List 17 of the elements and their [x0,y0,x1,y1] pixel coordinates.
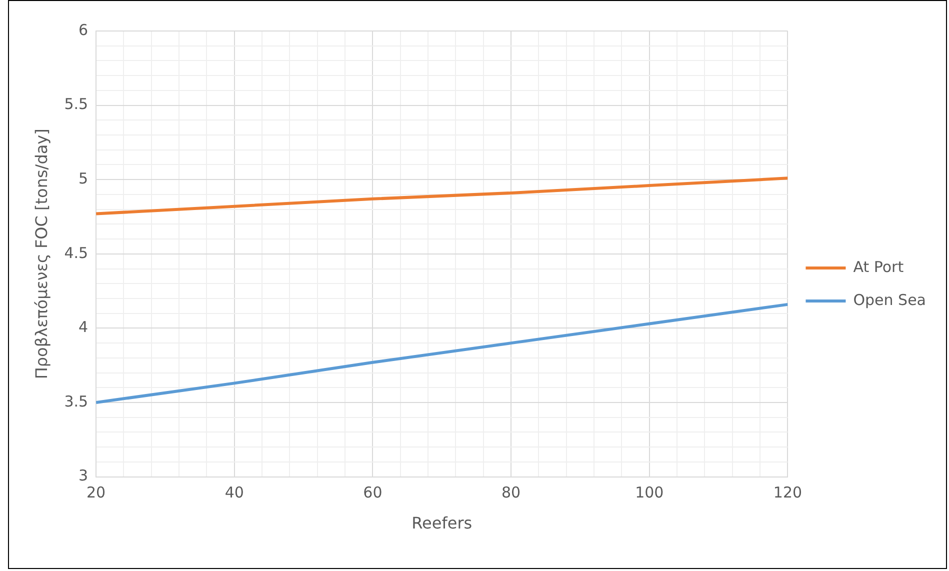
x-tick-label: 60 [363,484,382,502]
x-tick-label: 40 [224,484,244,502]
x-tick-label: 120 [773,484,802,502]
y-tick-label: 3.5 [64,392,88,410]
x-tick-label: 20 [86,484,106,502]
y-axis-title: Προβλεπόμενες FOC [tons/day] [32,128,51,380]
legend-label: At Port [853,258,904,276]
y-tick-label: 4.5 [64,244,88,262]
x-axis-title: Reefers [412,514,472,533]
y-tick-label: 4 [78,318,88,336]
x-tick-label: 100 [635,484,664,502]
y-tick-label: 5 [78,169,88,188]
y-tick-label: 6 [78,20,88,39]
legend-label: Open Sea [853,290,926,309]
x-tick-label: 80 [502,484,521,502]
y-tick-label: 3 [78,466,88,485]
y-tick-label: 5.5 [64,95,88,114]
